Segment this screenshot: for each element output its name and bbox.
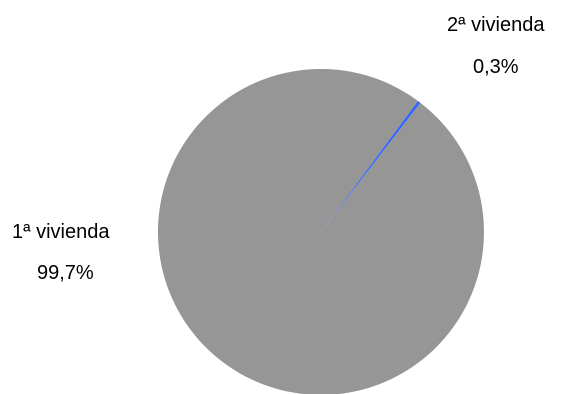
pie-slices (157, 68, 484, 394)
slice-value-1a-vivienda: 99,7% (37, 262, 94, 284)
slice-label-1a-vivienda: 1ª vivienda (12, 221, 110, 243)
slice-value-2a-vivienda: 0,3% (473, 56, 519, 78)
pie-slice-1-vivienda (157, 68, 484, 394)
slice-label-2a-vivienda: 2ª vivienda (447, 14, 545, 36)
pie-slice-2-vivienda (321, 100, 421, 232)
